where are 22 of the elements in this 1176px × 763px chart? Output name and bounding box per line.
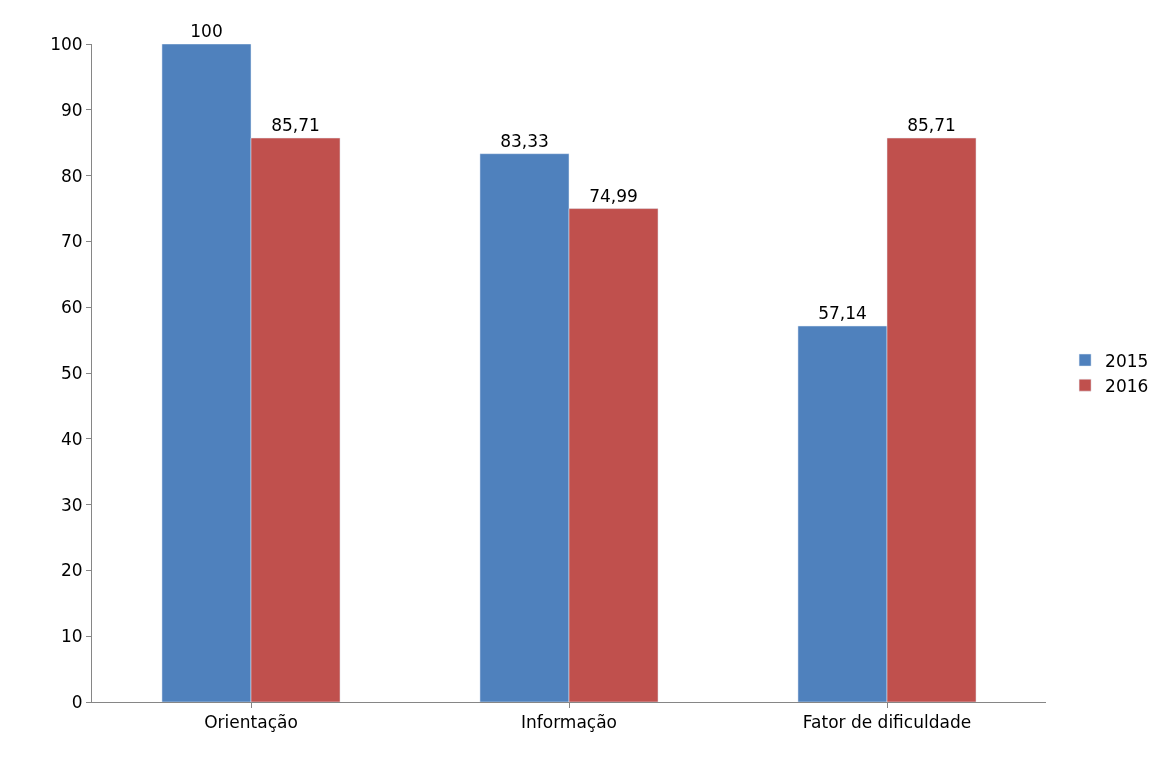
x-tick-label: Fator de dificuldade	[802, 712, 972, 733]
data-label: 83,33	[500, 130, 549, 151]
x-tick-label: Orientação	[204, 712, 298, 733]
y-tick-label: 90	[60, 99, 83, 120]
y-tick-label: 70	[60, 231, 83, 252]
data-label: 85,71	[271, 115, 320, 136]
data-label: 74,99	[589, 185, 638, 206]
y-tick-label: 0	[71, 691, 83, 712]
y-tick-label: 80	[60, 165, 83, 186]
y-tick-label: 50	[60, 362, 83, 383]
data-label: 100	[190, 21, 223, 41]
y-tick-label: 10	[60, 626, 83, 647]
y-tick-label: 40	[60, 428, 83, 449]
y-tick-label: 100	[50, 33, 83, 54]
legend-label: 2015	[1105, 350, 1149, 371]
data-label: 57,14	[818, 303, 867, 324]
y-tick-label: 60	[60, 297, 83, 318]
legend-label: 2016	[1105, 375, 1149, 396]
y-tick-label: 20	[60, 560, 83, 581]
data-label: 85,71	[907, 115, 956, 136]
x-tick-label: Informação	[520, 712, 618, 733]
y-tick-label: 30	[60, 494, 83, 515]
